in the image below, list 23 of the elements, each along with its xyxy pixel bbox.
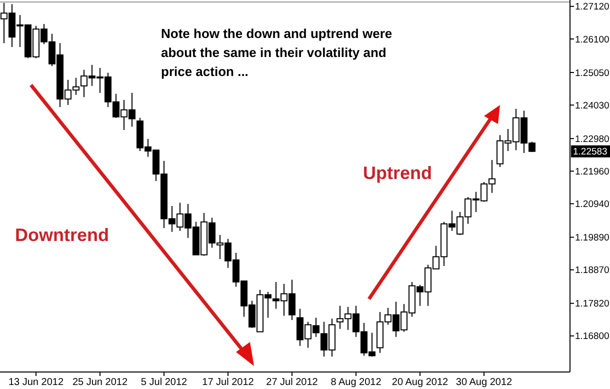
annotation: Note how the down and uptrend were about the same in their volatility and price action ... <box>161 26 392 79</box>
y-tick-label: 1.19890 <box>575 232 610 244</box>
annotation: Uptrend <box>363 163 432 183</box>
x-tick-label: 8 Aug 2012 <box>330 377 382 388</box>
y-tick-label: 1.16800 <box>575 331 610 342</box>
y-tick-label: 1.21960 <box>575 166 610 178</box>
x-tick-label: 17 Jul 2012 <box>202 377 254 388</box>
x-tick-label: 30 Aug 2012 <box>456 377 513 388</box>
y-tick-label: 1.26100 <box>575 34 610 46</box>
x-tick-label: 5 Jul 2012 <box>140 377 188 388</box>
y-tick-label: 1.25050 <box>575 68 610 79</box>
y-tick-label: 1.27120 <box>575 2 610 13</box>
y-tick-label: 1.24030 <box>575 100 610 112</box>
x-tick-label: 27 Jul 2012 <box>266 377 318 388</box>
text: 1.22583 <box>573 146 608 158</box>
x-tick-label: 20 Aug 2012 <box>392 377 449 388</box>
annotation: Downtrend <box>15 225 109 245</box>
y-tick-label: 1.20940 <box>575 199 610 210</box>
y-tick-label: 1.18870 <box>575 265 610 276</box>
y-tick-label: 1.22980 <box>575 134 610 145</box>
x-tick-label: 13 Jun 2012 <box>8 377 64 388</box>
y-tick-label: 1.17820 <box>575 298 610 310</box>
x-tick-label: 25 Jun 2012 <box>72 377 128 388</box>
